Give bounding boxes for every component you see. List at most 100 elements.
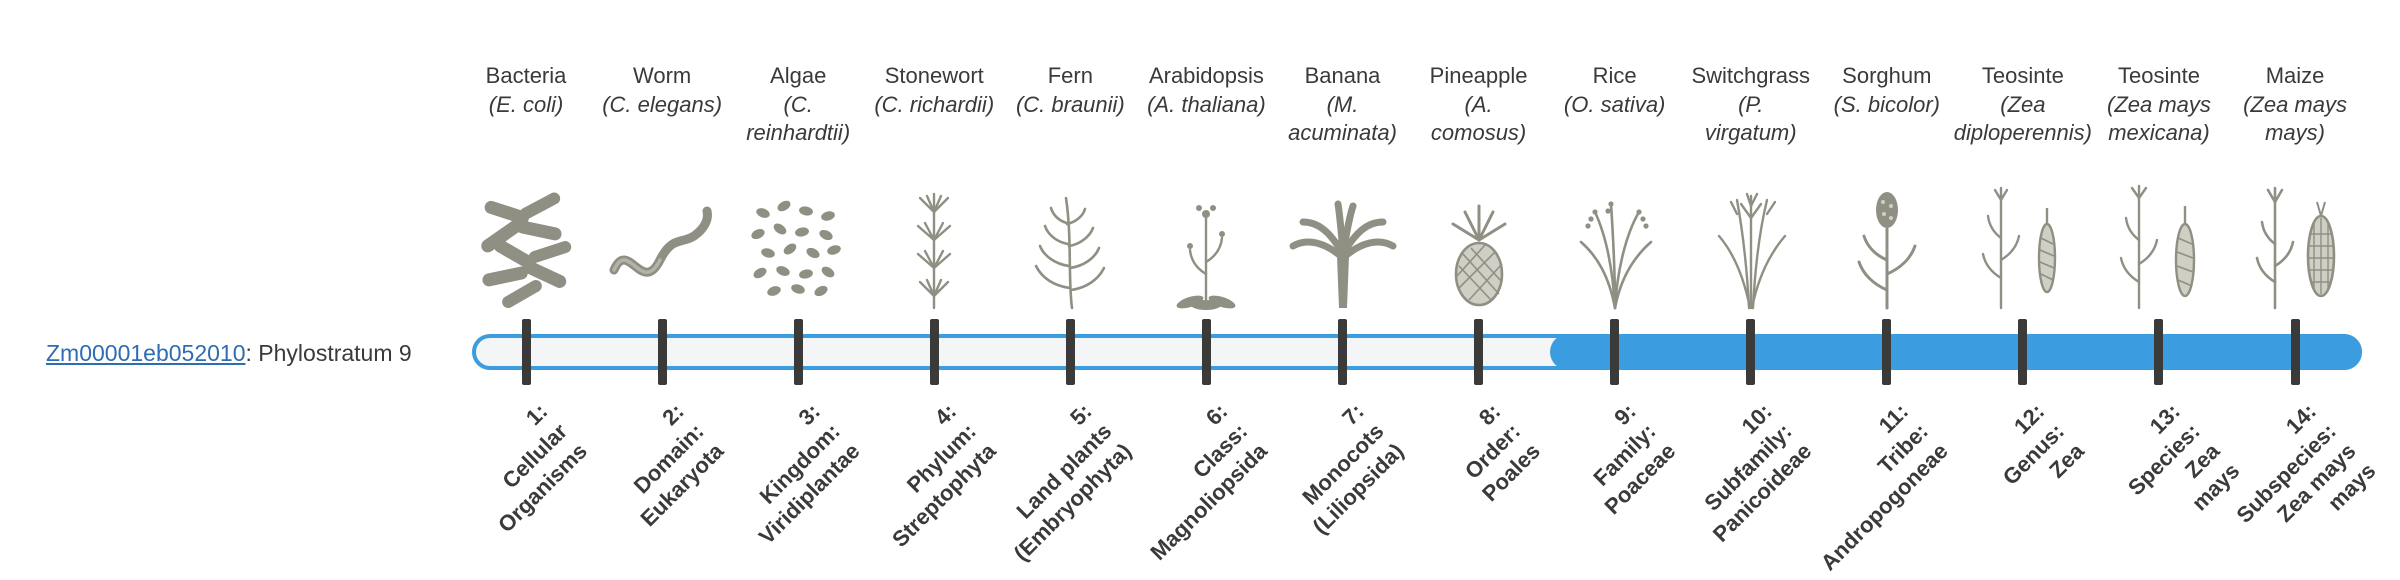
rice-icon xyxy=(1555,178,1675,313)
organism-scientific-name: (C. richardii) xyxy=(874,91,995,117)
gene-id-link[interactable]: Zm00001eb052010 xyxy=(46,340,246,366)
organism-name: Switchgrass (P. virgatum) xyxy=(1662,62,1840,148)
organism-column-pineapple: Pineapple (A. comosus) 8: Order: Poales xyxy=(1411,0,1547,580)
teosinte-icon xyxy=(1963,178,2083,313)
sorghum-icon xyxy=(1827,178,1947,313)
organism-scientific-name: (C. reinhardtii) xyxy=(746,91,851,146)
phylostratum-label: 12: Genus: Zea xyxy=(1997,398,2090,490)
organism-scientific-name: (Zea diploperennis) xyxy=(1953,91,2092,146)
organism-common-name: Bacteria xyxy=(485,63,567,88)
organism-column-teosinte-diploperennis: Teosinte (Zea diploperennis) xyxy=(1954,0,2092,580)
maize-icon xyxy=(2235,178,2355,313)
organism-scientific-name: (Zea mays mexicana) xyxy=(2107,91,2211,146)
organism-common-name: Fern xyxy=(1047,63,1093,88)
arabidopsis-icon xyxy=(1146,178,1266,313)
organism-columns: Bacteria (E. coli) 1: Cellular Organisms xyxy=(458,0,2381,580)
organism-scientific-name: (S. bicolor) xyxy=(1833,91,1940,117)
organism-name: Sorghum (S. bicolor) xyxy=(1798,62,1976,119)
organism-scientific-name: (C. braunii) xyxy=(1015,91,1125,117)
organism-name: Pineapple (A. comosus) xyxy=(1390,62,1568,148)
phylostratum-tick xyxy=(1201,319,1211,385)
fern-icon xyxy=(1010,178,1130,313)
phylostratum-tick xyxy=(1338,319,1347,385)
phylostratum-tick xyxy=(1474,319,1484,385)
phylostratum-label: 8: Order: Poales xyxy=(1459,398,1545,507)
organism-scientific-name: (A. comosus) xyxy=(1430,91,1527,146)
phylostratum-label: 13: Species: Zea mays xyxy=(2123,398,2246,516)
organism-common-name: Banana xyxy=(1304,63,1381,88)
bacteria-icon xyxy=(466,178,586,313)
stonewort-icon xyxy=(874,178,994,313)
organism-name: Maize (Zea mays mays) xyxy=(2206,62,2384,148)
organism-name: Fern (C. braunii) xyxy=(981,62,1159,119)
phylostratum-tick xyxy=(2290,319,2300,385)
organism-name: Teosinte (Zea diploperennis) xyxy=(1934,62,2112,148)
organism-name: Teosinte (Zea mays mexicana) xyxy=(2070,62,2248,148)
organism-common-name: Teosinte xyxy=(1981,63,2064,88)
organism-scientific-name: (P. virgatum) xyxy=(1704,91,1797,146)
phylostratum-label: 14: Subspecies: Zea mays mays xyxy=(2232,398,2382,528)
organism-name: Algae (C. reinhardtii) xyxy=(709,62,887,148)
organism-column-teosinte-mexicana: Teosinte (Zea mays mexicana) xyxy=(2091,0,2245,580)
organism-name: Arabidopsis (A. thaliana) xyxy=(1117,62,1295,119)
pineapple-icon xyxy=(1419,178,1539,313)
phylostratum-tick xyxy=(2154,319,2164,385)
organism-column-banana: Banana (M. acuminata) 7: Mono xyxy=(1274,0,1410,580)
switchgrass-icon xyxy=(1691,178,1811,313)
organism-name: Worm (C. elegans) xyxy=(573,62,751,119)
organism-scientific-name: (M. acuminata) xyxy=(1288,91,1397,146)
organism-name: Rice (O. sativa) xyxy=(1526,62,1704,119)
worm-icon xyxy=(602,178,722,313)
gene-label: Zm00001eb052010: Phylostratum 9 xyxy=(46,340,412,367)
phylostratum-tick xyxy=(1065,319,1075,385)
organism-common-name: Worm xyxy=(632,63,692,88)
organism-column-maize: Maize (Zea mays mays) xyxy=(2227,0,2381,580)
teosinte-mexicana-icon xyxy=(2099,178,2219,313)
organism-column-stonewort: Stonewort (C. richardii) 4: Phylum: Stre… xyxy=(866,0,1002,580)
organism-name: Stonewort (C. richardii) xyxy=(845,62,1023,119)
phylostratum-tick xyxy=(521,319,531,385)
organism-common-name: Algae xyxy=(770,63,827,88)
phylostratum-tick xyxy=(1882,319,1892,385)
phylostratum-label: 1: Cellular Organisms xyxy=(493,398,593,538)
organism-column-rice: Rice (O. sativa) xyxy=(1547,0,1683,580)
algae-icon xyxy=(738,178,858,313)
organism-column-arabidopsis: Arabidopsis (A. thaliana) xyxy=(1138,0,1274,580)
organism-common-name: Teosinte xyxy=(2117,63,2200,88)
phylostratum-label: 4: Phylum: Streptophyta xyxy=(886,398,1001,553)
organism-column-algae: Algae (C. reinhardtii) xyxy=(730,0,866,580)
phylostratum-tick xyxy=(793,319,803,385)
organism-scientific-name: (O. sativa) xyxy=(1563,91,1666,117)
organism-scientific-name: (A. thaliana) xyxy=(1147,91,1266,117)
phylostratum-label: 2: Domain: Eukaryota xyxy=(628,398,729,532)
phylostratum-tick xyxy=(929,319,939,385)
organism-scientific-name: (E. coli) xyxy=(488,91,564,117)
organism-common-name: Pineapple xyxy=(1429,63,1528,88)
organism-column-sorghum: Sorghum (S. bicolor) xyxy=(1816,0,1955,580)
gene-phylostratum-text: : Phylostratum 9 xyxy=(245,340,412,366)
phylostratum-tick xyxy=(1610,319,1620,385)
phylostratum-label: 7: Monocots (Liliopsida) xyxy=(1297,398,1409,540)
organism-common-name: Rice xyxy=(1592,63,1637,88)
organism-scientific-name: (C. elegans) xyxy=(602,91,723,117)
banana-icon xyxy=(1283,178,1403,313)
phylostrata-bar-fill xyxy=(1550,334,2362,370)
organism-scientific-name: (Zea mays mays) xyxy=(2243,91,2347,146)
organism-column-worm: Worm (C. elegans) 2: Domain: Eukaryota xyxy=(594,0,730,580)
phylostratum-label: 3: Kingdom: Viridiplantae xyxy=(753,398,865,550)
organism-column-fern: Fern (C. braunii) 5: Land plants (Embryo… xyxy=(1002,0,1138,580)
organism-common-name: Sorghum xyxy=(1842,63,1932,88)
organism-name: Banana (M. acuminata) xyxy=(1254,62,1432,148)
organism-common-name: Stonewort xyxy=(884,63,984,88)
organism-common-name: Maize xyxy=(2265,63,2325,88)
phylostratum-tick xyxy=(2018,319,2028,385)
organism-column-bacteria: Bacteria (E. coli) 1: Cellular Organisms xyxy=(458,0,594,580)
phylostratum-label: 9: Family: Poaceae xyxy=(1588,398,1681,520)
organism-column-switchgrass: Switchgrass (P. virgatum) 10: Subfamily: xyxy=(1683,0,1819,580)
organism-name: Bacteria (E. coli) xyxy=(437,62,615,119)
phylostratum-tick xyxy=(657,319,667,385)
phylostratum-tick xyxy=(1746,319,1756,385)
organism-common-name: Arabidopsis xyxy=(1148,63,1264,88)
organism-common-name: Switchgrass xyxy=(1691,63,1811,88)
